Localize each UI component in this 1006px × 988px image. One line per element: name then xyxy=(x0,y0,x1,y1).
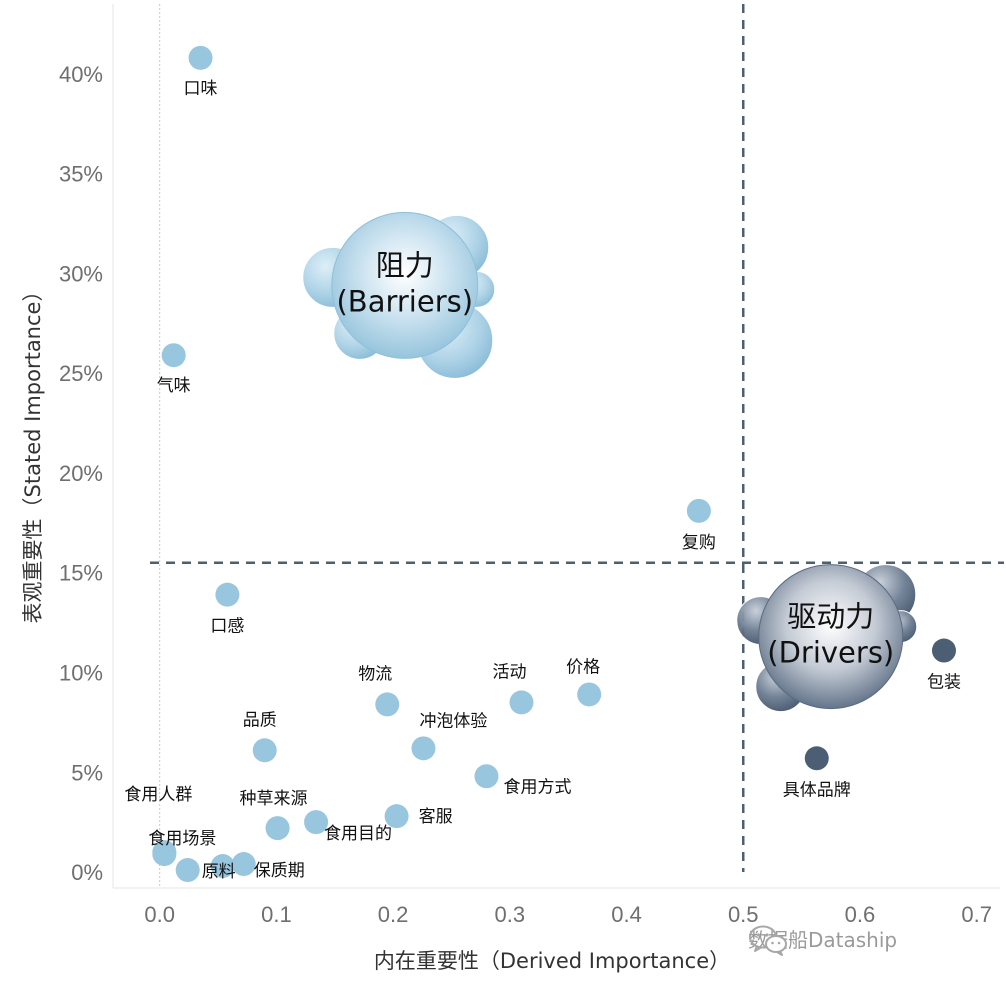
point-label: 气味 xyxy=(157,376,191,396)
data-point xyxy=(577,682,602,707)
data-point xyxy=(804,746,829,771)
wechat-icon xyxy=(749,925,787,956)
x-tick-label: 0.5 xyxy=(728,902,759,927)
data-point xyxy=(265,816,290,841)
x-tick-label: 0.1 xyxy=(261,902,292,927)
point-label: 客服 xyxy=(419,807,453,827)
point-label: 活动 xyxy=(492,662,526,682)
point-label: 价格 xyxy=(566,657,600,677)
data-point xyxy=(152,842,177,867)
barriers-bubble: 阻力(Barriers) xyxy=(302,211,496,379)
y-tick-label: 10% xyxy=(59,660,103,685)
data-point xyxy=(686,498,711,523)
point-label: 原料 xyxy=(202,862,236,882)
data-point xyxy=(304,810,329,835)
point-label: 冲泡体验 xyxy=(419,711,487,731)
point-label: 具体品牌 xyxy=(783,780,851,800)
bubble-main-circle xyxy=(331,211,479,359)
data-point xyxy=(252,738,277,763)
bubble-title: 驱动力 xyxy=(787,600,874,634)
point-label: 口感 xyxy=(210,617,244,637)
axes-layer: 0% 5% 10% 15% 20% 25% 30% 35% 40% 0.0 0.1 0.2 0.3 0.4… xyxy=(59,4,1000,927)
x-tick-label: 0.6 xyxy=(845,902,876,927)
data-point xyxy=(384,804,409,829)
y-tick-label: 30% xyxy=(59,261,103,286)
y-tick-label: 40% xyxy=(59,62,103,87)
y-tick-label: 15% xyxy=(59,561,103,586)
bubble-title: 阻力 xyxy=(376,248,434,282)
x-tick-label: 0.2 xyxy=(378,902,409,927)
data-point xyxy=(215,582,240,607)
y-tick-label: 25% xyxy=(59,361,103,386)
point-label: 种草来源 xyxy=(240,789,308,809)
y-tick-label: 0% xyxy=(71,860,103,885)
category-bubbles-layer: 阻力(Barriers) 驱动力(Drivers) xyxy=(302,211,918,713)
data-point xyxy=(474,764,499,789)
y-tick-label: 5% xyxy=(71,760,103,785)
data-point xyxy=(509,690,534,715)
y-axis-title: 表观重要性（Stated Importance） xyxy=(21,281,45,624)
data-point xyxy=(231,852,256,877)
data-point xyxy=(931,638,956,663)
data-point xyxy=(161,343,186,368)
x-tick-label: 0.4 xyxy=(611,902,642,927)
x-tick-label: 0.7 xyxy=(961,902,992,927)
y-tick-label: 35% xyxy=(59,162,103,187)
point-label: 品质 xyxy=(243,710,277,730)
x-tick-label: 0.0 xyxy=(144,902,175,927)
point-label: 口味 xyxy=(184,79,218,99)
reference-lines-layer xyxy=(150,4,1004,872)
drivers-bubble: 驱动力(Drivers) xyxy=(736,564,918,713)
watermark: 数据船Dataship xyxy=(748,924,897,956)
point-label: 食用目的 xyxy=(324,824,392,844)
data-point xyxy=(175,858,200,883)
point-label: 食用方式 xyxy=(503,777,571,797)
point-label: 保质期 xyxy=(254,861,305,881)
x-tick-label: 0.3 xyxy=(495,902,526,927)
data-point xyxy=(210,854,235,879)
point-label: 复购 xyxy=(682,533,716,553)
point-label: 食用场景 xyxy=(148,829,216,849)
point-label: 物流 xyxy=(358,664,392,684)
bubble-subtitle: (Drivers) xyxy=(767,636,894,670)
bubble-main-circle xyxy=(758,564,904,710)
point-label: 食用人群 xyxy=(124,785,192,805)
data-point xyxy=(375,692,400,717)
x-axis-title: 内在重要性（Derived Importance） xyxy=(374,949,730,973)
data-point xyxy=(411,736,436,761)
y-tick-label: 20% xyxy=(59,461,103,486)
point-label: 包装 xyxy=(927,673,961,693)
data-point xyxy=(188,45,213,70)
bubble-subtitle: (Barriers) xyxy=(336,284,473,318)
